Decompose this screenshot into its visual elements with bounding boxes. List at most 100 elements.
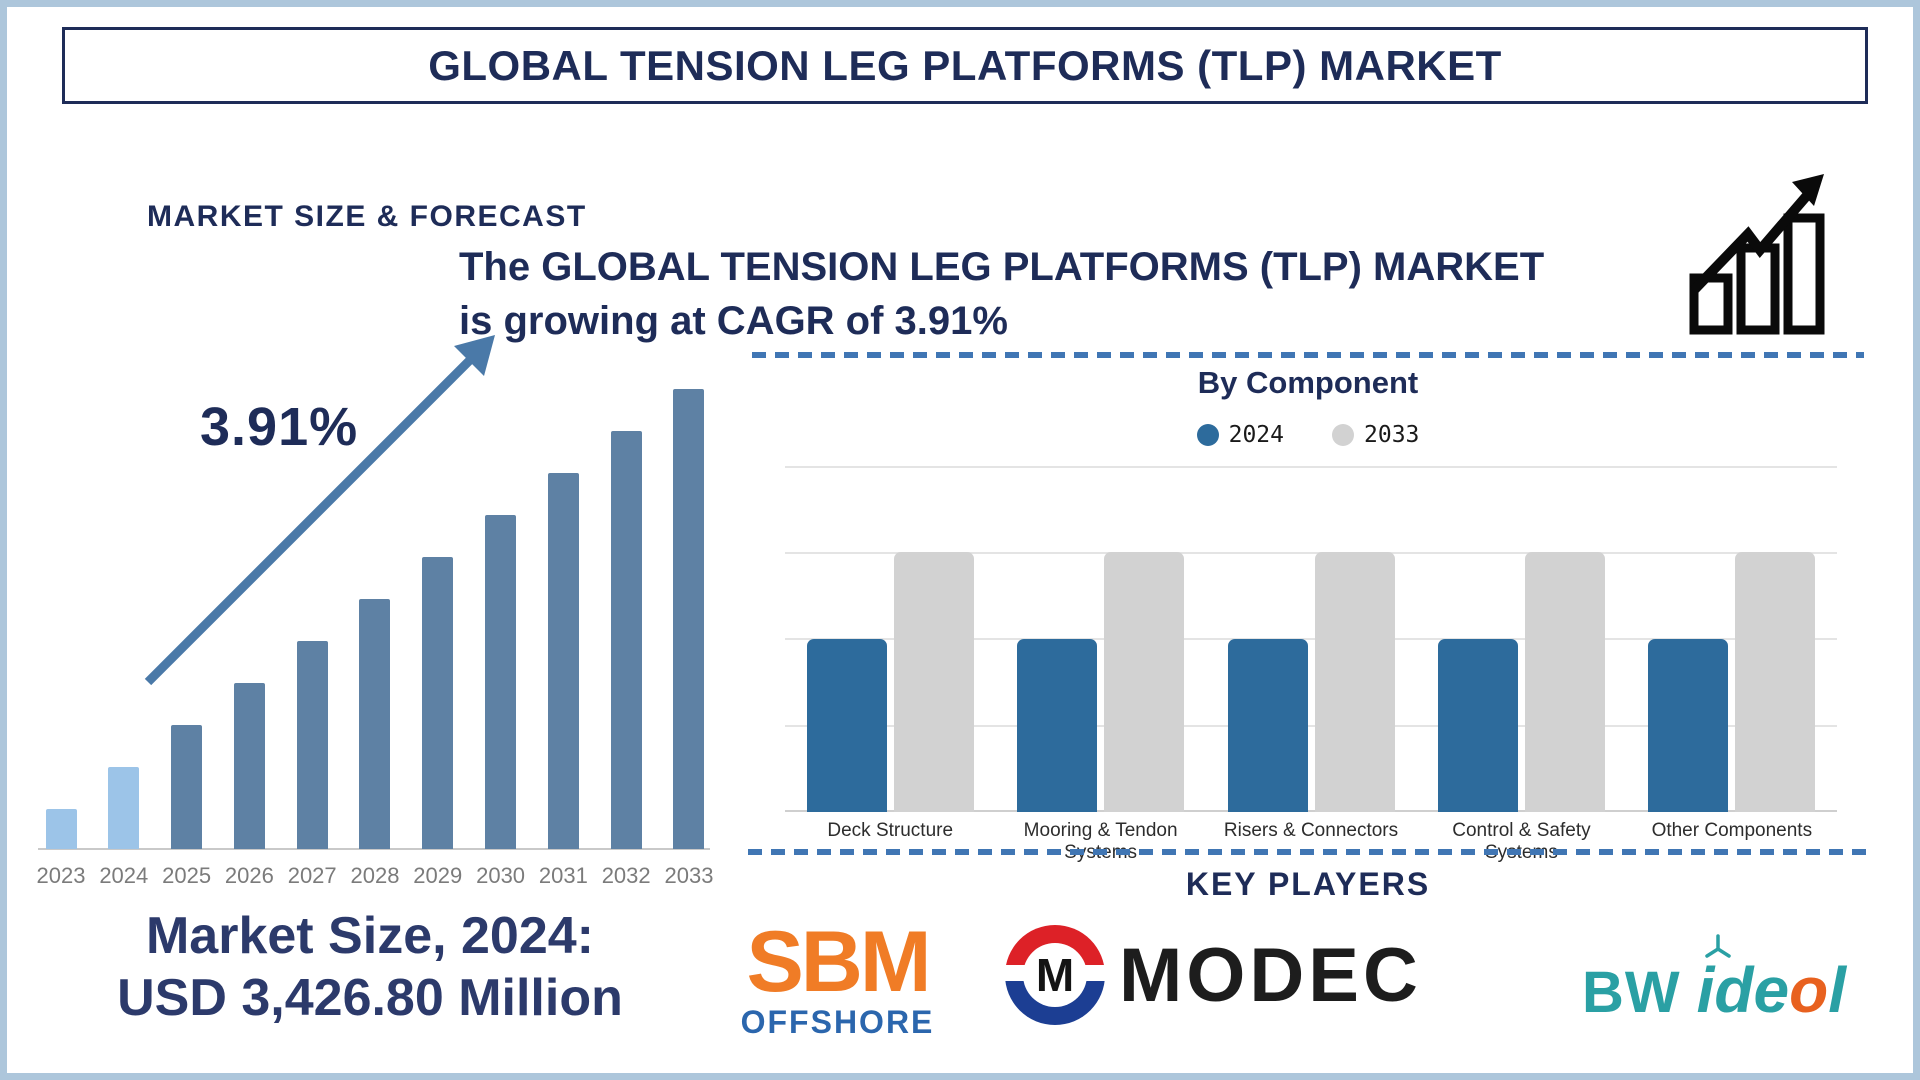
component-chart-legend: 2024 2033 <box>752 422 1864 448</box>
legend-dot-icon <box>1196 424 1219 446</box>
gridline <box>785 466 1837 468</box>
component-category-label: Mooring & Tendon Systems <box>1023 820 1178 863</box>
forecast-year-label: 2033 <box>664 863 714 888</box>
sbm-logo-mark: SBM <box>746 914 931 1010</box>
legend-item-2024: 2024 <box>1196 422 1284 448</box>
growth-chart-icon <box>1689 174 1825 335</box>
component-bar-2024 <box>806 639 887 812</box>
key-players-heading: KEY PLAYERS <box>1185 866 1431 902</box>
forecast-bar-group-2025: 2025 <box>156 369 218 889</box>
gridline <box>785 725 1837 727</box>
gridline <box>785 638 1837 640</box>
logo-sbm-offshore: SBM OFFSHORE <box>740 914 935 1041</box>
trend-arrow <box>144 335 495 686</box>
ideol-segment-o: o <box>1789 954 1829 1026</box>
forecast-bar-2033 <box>673 389 705 849</box>
forecast-year-label: 2031 <box>538 863 588 888</box>
forecast-bar-2028 <box>359 599 391 849</box>
forecast-bar-2027 <box>296 641 328 849</box>
forecast-bar-group-2028: 2028 <box>344 369 406 889</box>
forecast-year-label: 2026 <box>224 863 274 888</box>
forecast-year-label: 2029 <box>413 863 463 888</box>
forecast-bar-2023 <box>45 809 77 849</box>
market-size-line1: Market Size, 2024: <box>145 907 595 965</box>
logo-modec: M MODEC <box>1005 925 1422 1025</box>
legend-dot-icon <box>1332 424 1354 446</box>
component-group-5 <box>1627 466 1837 812</box>
forecast-bar-2026 <box>233 683 265 849</box>
component-bar-2024 <box>1017 639 1098 812</box>
component-bar-2033 <box>893 552 974 812</box>
component-category-label: Deck Structure <box>827 820 954 841</box>
dashed-divider-top <box>752 352 1864 358</box>
sbm-logo-word: OFFSHORE <box>740 1004 935 1040</box>
forecast-bar-2024 <box>108 767 140 849</box>
component-category-labels: Deck Structure Mooring & Tendon Systems Ri… <box>785 820 1837 864</box>
forecast-year-label: 2027 <box>287 863 337 888</box>
forecast-bar-group-2033: 2033 <box>658 369 720 889</box>
forecast-bar-2025 <box>171 725 203 849</box>
ideol-segment: ide <box>1696 954 1790 1026</box>
page-title: GLOBAL TENSION LEG PLATFORMS (TLP) MARKE… <box>428 41 1502 89</box>
forecast-bar-group-2032: 2032 <box>595 369 657 889</box>
growth-statement-line2: is growing at CAGR of 3.91% <box>459 299 1008 343</box>
market-size-callout: Market Size, 2024: USD 3,426.80 Million <box>70 905 670 1029</box>
ideol-segment: l <box>1828 954 1846 1026</box>
forecast-section-heading: MARKET SIZE & FORECAST <box>147 200 587 233</box>
forecast-bar-chart: 2023 2024 2025 2026 2027 2028 2029 2030 2031 2032… <box>30 369 720 889</box>
forecast-bar-group-2031: 2031 <box>532 369 594 889</box>
component-group-2 <box>995 466 1205 812</box>
component-group-4 <box>1416 466 1626 812</box>
growth-statement: The GLOBAL TENSION LEG PLATFORMS (TLP) M… <box>459 240 1544 348</box>
forecast-x-axis <box>38 848 710 850</box>
forecast-year-label: 2032 <box>601 863 651 888</box>
legend-label: 2024 <box>1228 422 1284 448</box>
component-group-3 <box>1206 466 1416 812</box>
legend-label: 2033 <box>1364 422 1420 448</box>
forecast-bar-group-2030: 2030 <box>470 369 532 889</box>
market-size-line2: USD 3,426.80 Million <box>117 969 623 1027</box>
component-bar-groups <box>785 466 1837 812</box>
component-bar-chart <box>785 466 1837 812</box>
forecast-bar-2029 <box>422 557 454 849</box>
component-category-label: Control & Safety Systems <box>1452 820 1591 863</box>
component-category-label: Other Components <box>1651 820 1813 841</box>
forecast-bar-2032 <box>610 431 642 849</box>
forecast-bar-group-2024: 2024 <box>93 369 155 889</box>
ideol-logo-word: ideol <box>1697 934 1846 1022</box>
dashed-divider-bottom <box>748 849 1868 855</box>
forecast-bar-group-2026: 2026 <box>218 369 280 889</box>
legend-item-2033: 2033 <box>1332 422 1419 448</box>
forecast-bar-group-2023: 2023 <box>30 369 92 889</box>
modec-emblem-icon: M <box>1005 925 1105 1025</box>
modec-emblem-letter: M <box>1023 943 1087 1007</box>
component-bar-2033 <box>1735 552 1816 812</box>
wind-turbine-icon <box>1704 934 1731 958</box>
forecast-year-label: 2028 <box>350 863 400 888</box>
growth-statement-line1: The GLOBAL TENSION LEG PLATFORMS (TLP) M… <box>459 245 1545 289</box>
component-x-axis <box>785 810 1837 812</box>
forecast-bar-group-2029: 2029 <box>407 369 469 889</box>
forecast-bar-group-2027: 2027 <box>281 369 343 889</box>
forecast-bar-2030 <box>485 515 517 849</box>
component-bar-2033 <box>1314 552 1395 812</box>
cagr-value-label: 3.91% <box>200 397 359 457</box>
component-bar-2033 <box>1524 552 1605 812</box>
component-bar-2024 <box>1437 639 1518 812</box>
modec-logo-word: MODEC <box>1119 932 1422 1018</box>
component-chart-title: By Component <box>1197 365 1419 400</box>
logo-bw-ideol: BW ideol <box>1582 934 1846 1025</box>
forecast-year-label: 2024 <box>99 863 149 888</box>
bw-logo-word: BW <box>1582 959 1681 1025</box>
component-bar-2033 <box>1104 552 1185 812</box>
component-bar-2024 <box>1227 639 1308 812</box>
forecast-year-label: 2023 <box>36 863 86 888</box>
component-category-label: Risers & Connectors <box>1223 820 1399 841</box>
forecast-year-label: 2030 <box>476 863 526 888</box>
title-banner: GLOBAL TENSION LEG PLATFORMS (TLP) MARKE… <box>62 27 1868 104</box>
forecast-bar-2031 <box>547 473 579 849</box>
component-bar-2024 <box>1648 639 1729 812</box>
forecast-year-label: 2025 <box>162 863 212 888</box>
component-group-1 <box>785 466 995 812</box>
gridline <box>785 552 1837 554</box>
